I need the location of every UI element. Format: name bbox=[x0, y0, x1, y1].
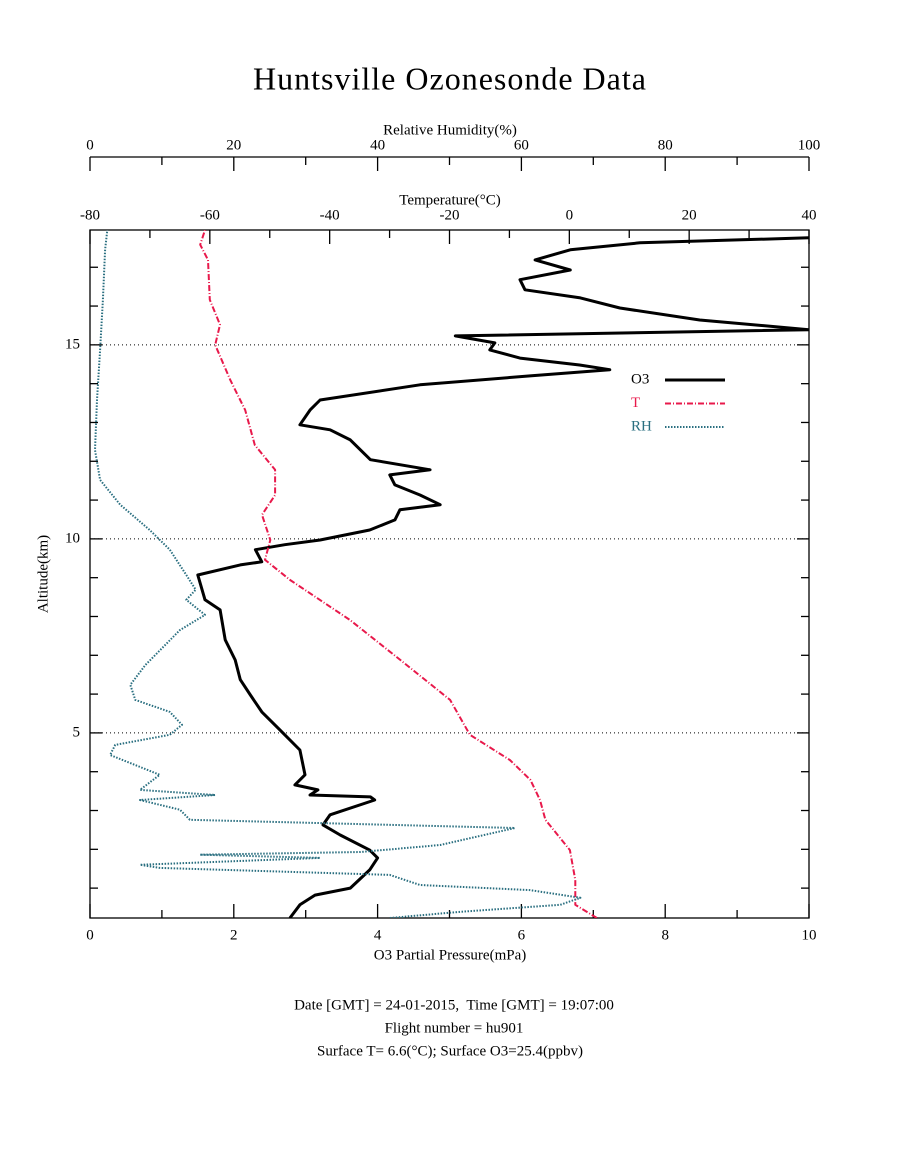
profile-line bbox=[94, 230, 582, 918]
x2-tick-label: -60 bbox=[200, 207, 220, 223]
x-tick-label: 6 bbox=[518, 927, 526, 943]
rh-axis-title: Relative Humidity(%) bbox=[383, 122, 517, 138]
x2-tick-label: 40 bbox=[802, 207, 817, 223]
y-axis-title: Altitude(km) bbox=[35, 535, 51, 613]
legend-label: RH bbox=[631, 418, 652, 434]
x-tick-label: 10 bbox=[802, 927, 817, 943]
x3-tick-label: 0 bbox=[86, 137, 94, 153]
x3-tick-label: 100 bbox=[798, 137, 821, 153]
x2-tick-label: -40 bbox=[320, 207, 340, 223]
x2-tick-label: 0 bbox=[566, 207, 574, 223]
profile-line bbox=[199, 230, 598, 918]
chart-title: Huntsville Ozonesonde Data bbox=[253, 60, 647, 96]
y-tick-label: 10 bbox=[65, 530, 80, 546]
footer-note: Surface T= 6.6(°C); Surface O3=25.4(ppbv… bbox=[317, 1043, 583, 1059]
x2-tick-label: -20 bbox=[440, 207, 460, 223]
footer-note: Date [GMT] = 24-01-2015, Time [GMT] = 19… bbox=[294, 997, 614, 1013]
y-tick-label: 15 bbox=[65, 336, 80, 352]
legend-label: O3 bbox=[631, 371, 649, 387]
x3-tick-label: 80 bbox=[658, 137, 673, 153]
y-tick-label: 5 bbox=[73, 724, 81, 740]
legend-label: T bbox=[631, 395, 640, 411]
x-tick-label: 4 bbox=[374, 927, 382, 943]
x3-tick-label: 20 bbox=[226, 137, 241, 153]
temperature-axis-title: Temperature(°C) bbox=[399, 192, 501, 208]
footer-note: Flight number = hu901 bbox=[385, 1020, 524, 1036]
x3-tick-label: 40 bbox=[370, 137, 385, 153]
x3-tick-label: 60 bbox=[514, 137, 529, 153]
x2-tick-label: 20 bbox=[682, 207, 697, 223]
x2-tick-label: -80 bbox=[80, 207, 100, 223]
o3-axis-title: O3 Partial Pressure(mPa) bbox=[374, 947, 526, 963]
x-tick-label: 8 bbox=[661, 927, 669, 943]
x-tick-label: 2 bbox=[230, 927, 238, 943]
profile-line bbox=[196, 236, 809, 918]
x-tick-label: 0 bbox=[86, 927, 94, 943]
